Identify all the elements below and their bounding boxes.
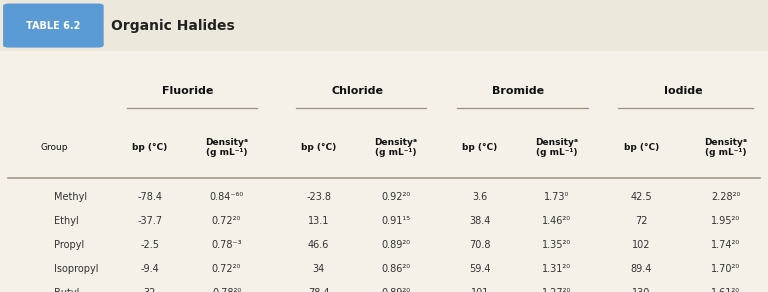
Text: 89.4: 89.4 [631,264,652,274]
Text: -9.4: -9.4 [141,264,159,274]
Text: -37.7: -37.7 [137,216,162,226]
Text: Butyl: Butyl [54,288,79,292]
Text: -2.5: -2.5 [141,240,159,250]
Text: 13.1: 13.1 [308,216,329,226]
Text: -23.8: -23.8 [306,192,331,202]
Text: Chloride: Chloride [331,86,383,95]
Text: Ethyl: Ethyl [54,216,78,226]
Text: bp (°C): bp (°C) [462,143,498,152]
Text: 0.86²⁰: 0.86²⁰ [381,264,410,274]
Text: Densityᵃ
(g mL⁻¹): Densityᵃ (g mL⁻¹) [704,138,747,157]
Text: 1.46²⁰: 1.46²⁰ [542,216,571,226]
Text: 0.92²⁰: 0.92²⁰ [381,192,410,202]
Text: Isopropyl: Isopropyl [54,264,98,274]
Text: 1.35²⁰: 1.35²⁰ [542,240,571,250]
Text: 0.84⁻⁶⁰: 0.84⁻⁶⁰ [210,192,243,202]
Text: Fluoride: Fluoride [163,86,214,95]
Text: Iodide: Iodide [664,86,703,95]
Text: 72: 72 [635,216,647,226]
Text: 0.72²⁰: 0.72²⁰ [212,216,241,226]
Text: 101: 101 [471,288,489,292]
Text: Densityᵃ
(g mL⁻¹): Densityᵃ (g mL⁻¹) [374,138,417,157]
Text: 1.27²⁰: 1.27²⁰ [542,288,571,292]
Text: 78.4: 78.4 [308,288,329,292]
Text: bp (°C): bp (°C) [301,143,336,152]
Text: Densityᵃ
(g mL⁻¹): Densityᵃ (g mL⁻¹) [205,138,248,157]
Text: bp (°C): bp (°C) [624,143,659,152]
Text: 59.4: 59.4 [469,264,491,274]
Text: TABLE 6.2: TABLE 6.2 [26,20,80,31]
Text: 1.74²⁰: 1.74²⁰ [711,240,740,250]
Text: 2.28²⁰: 2.28²⁰ [711,192,740,202]
Text: 3.6: 3.6 [472,192,488,202]
Text: 1.31²⁰: 1.31²⁰ [542,264,571,274]
Text: 1.95²⁰: 1.95²⁰ [711,216,740,226]
Text: Propyl: Propyl [54,240,84,250]
Text: 0.72²⁰: 0.72²⁰ [212,264,241,274]
Text: 46.6: 46.6 [308,240,329,250]
Text: 102: 102 [632,240,650,250]
Text: 32: 32 [144,288,156,292]
FancyBboxPatch shape [3,4,104,48]
Text: 0.89²⁰: 0.89²⁰ [381,288,410,292]
Text: 130: 130 [632,288,650,292]
Text: 38.4: 38.4 [469,216,491,226]
Text: 0.89²⁰: 0.89²⁰ [381,240,410,250]
Text: 0.91¹⁵: 0.91¹⁵ [381,216,410,226]
Text: 34: 34 [313,264,325,274]
Text: 70.8: 70.8 [469,240,491,250]
Text: 0.78²⁰: 0.78²⁰ [212,288,241,292]
Text: Methyl: Methyl [54,192,87,202]
Text: -78.4: -78.4 [137,192,162,202]
Text: Organic Halides: Organic Halides [111,19,235,32]
Text: 1.61²⁰: 1.61²⁰ [711,288,740,292]
Bar [0,0,768,51]
Text: 1.70²⁰: 1.70²⁰ [711,264,740,274]
Text: Bromide: Bromide [492,86,545,95]
Text: 42.5: 42.5 [631,192,652,202]
Text: Group: Group [40,143,68,152]
Text: bp (°C): bp (°C) [132,143,167,152]
Text: 0.78⁻³: 0.78⁻³ [211,240,242,250]
Text: 1.73⁰: 1.73⁰ [544,192,570,202]
Text: Densityᵃ
(g mL⁻¹): Densityᵃ (g mL⁻¹) [535,138,578,157]
